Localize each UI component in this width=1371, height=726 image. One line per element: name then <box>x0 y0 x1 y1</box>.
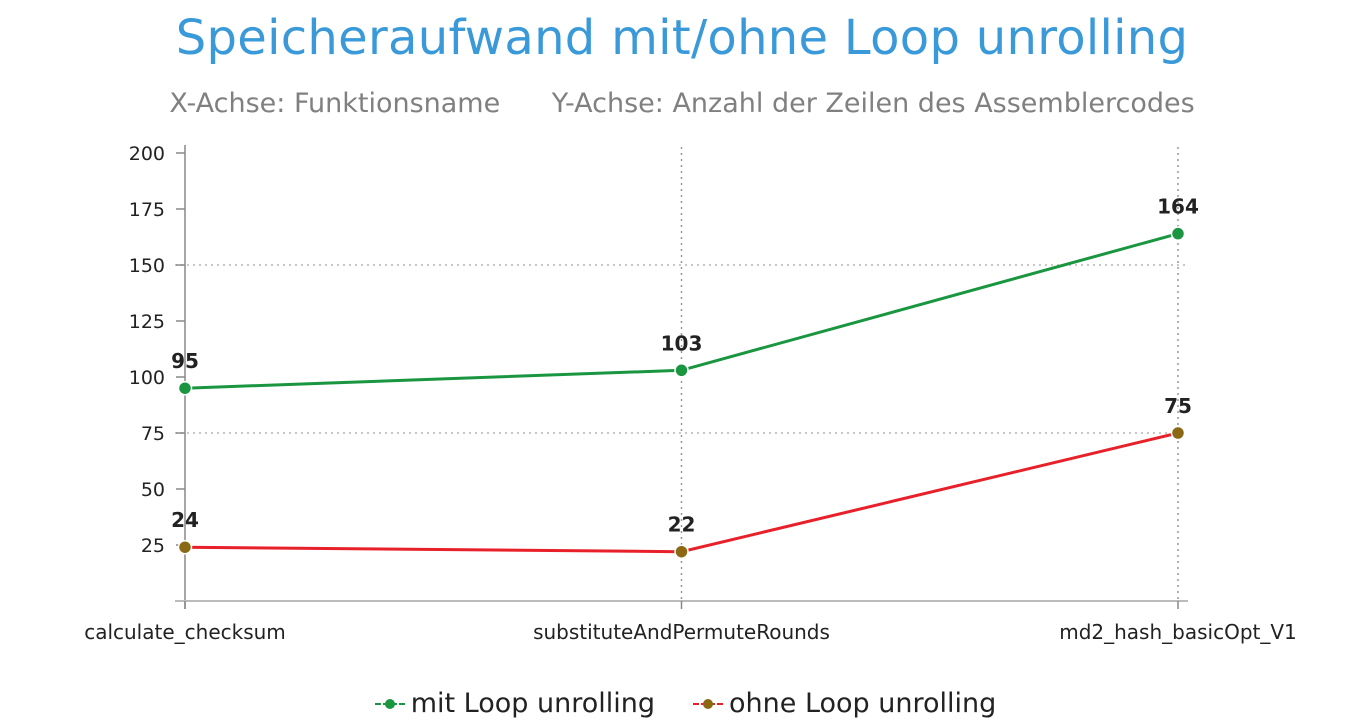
line-chart: 25 50 75 100 125 150 175 200 calculate_checksum s… <box>84 143 1297 644</box>
data-point <box>177 539 193 555</box>
y-tick-label: 125 <box>129 311 165 333</box>
y-tick-label: 200 <box>129 143 165 165</box>
data-point <box>1170 226 1186 241</box>
data-point <box>674 363 689 378</box>
y-tick-label: 50 <box>141 479 165 501</box>
legend-swatch <box>693 697 724 711</box>
data-point <box>1170 425 1186 441</box>
data-label: 24 <box>171 508 199 532</box>
y-tick-label: 100 <box>129 367 165 389</box>
x-tick-label: md2_hash_basicOpt_V1 <box>1059 620 1297 644</box>
y-tick-label: 75 <box>141 423 165 445</box>
legend-item[interactable]: mit Loop unrolling <box>374 688 656 719</box>
legend-item[interactable]: ohne Loop unrolling <box>693 688 996 719</box>
chart-subtitle: X-Achse: Funktionsname Y-Achse: Anzahl d… <box>169 88 1195 119</box>
x-tick-label: calculate_checksum <box>84 620 286 644</box>
y-tick-label: 25 <box>141 535 165 557</box>
legend: mit Loop unrolling ohne Loop unrolling <box>0 688 1371 719</box>
chart-title: Speicheraufwand mit/ohne Loop unrolling <box>175 10 1189 66</box>
legend-label: mit Loop unrolling <box>410 688 656 719</box>
data-label: 95 <box>171 349 199 373</box>
data-label: 103 <box>661 331 703 355</box>
legend-label: ohne Loop unrolling <box>729 688 997 719</box>
x-tick-label: substituteAndPermuteRounds <box>533 620 830 644</box>
data-point <box>177 380 193 396</box>
y-tick-label: 150 <box>129 255 165 277</box>
data-label: 164 <box>1157 195 1199 219</box>
legend-swatch <box>374 697 405 711</box>
data-label: 75 <box>1164 394 1192 418</box>
y-tick-label: 175 <box>129 199 165 221</box>
data-point <box>674 544 689 559</box>
data-label: 22 <box>668 513 696 537</box>
